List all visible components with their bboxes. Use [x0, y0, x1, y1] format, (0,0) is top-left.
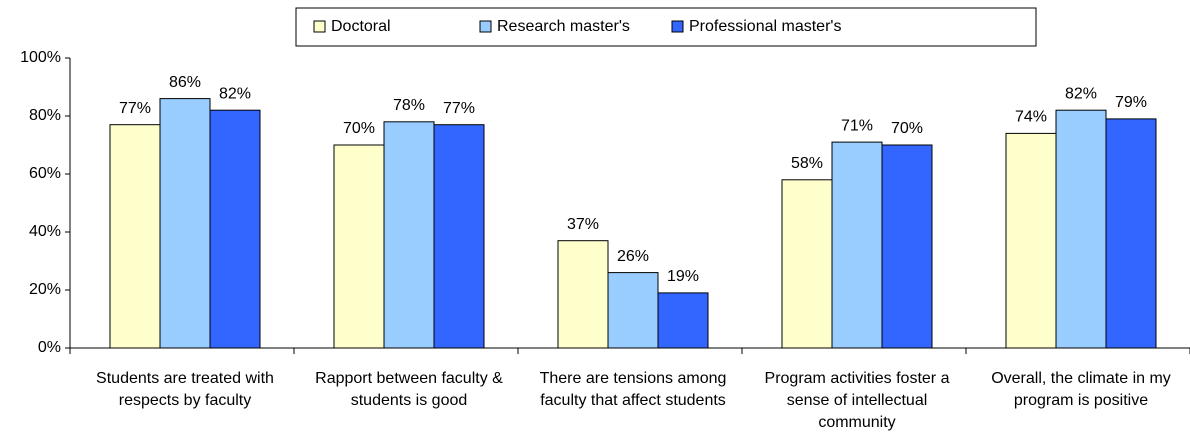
- value-label: 86%: [169, 74, 201, 91]
- y-tick-label: 40%: [29, 223, 61, 240]
- legend-box: [295, 7, 1037, 47]
- value-label: 77%: [443, 100, 475, 117]
- bar: [881, 144, 933, 349]
- value-label: 70%: [891, 120, 923, 137]
- bar: [657, 292, 709, 349]
- value-label: 26%: [617, 248, 649, 265]
- bar: [1105, 118, 1157, 349]
- value-label: 70%: [343, 120, 375, 137]
- x-tick-label: Students are treated with respects by fa…: [96, 370, 274, 409]
- value-label: 71%: [841, 117, 873, 134]
- bar: [433, 124, 485, 349]
- bar: [383, 121, 435, 349]
- x-tick-label: Rapport between faculty & students is go…: [315, 370, 503, 409]
- bar: [209, 109, 261, 349]
- bar: [557, 240, 609, 349]
- x-tick-label: Overall, the climate in my program is po…: [991, 370, 1171, 409]
- bar: [781, 179, 833, 349]
- bar: [159, 98, 211, 349]
- bar: [831, 141, 883, 349]
- value-label: 77%: [119, 100, 151, 117]
- value-label: 37%: [567, 216, 599, 233]
- y-tick-label: 20%: [29, 281, 61, 298]
- legend-swatch: [313, 20, 326, 33]
- y-tick-label: 100%: [20, 49, 61, 66]
- bar: [333, 144, 385, 349]
- legend-swatch: [479, 20, 492, 33]
- value-label: 79%: [1115, 94, 1147, 111]
- value-label: 82%: [219, 85, 251, 102]
- x-tick-label: There are tensions among faculty that af…: [539, 370, 727, 409]
- bar: [1055, 109, 1107, 349]
- value-label: 74%: [1015, 109, 1047, 126]
- bar: [1005, 132, 1057, 349]
- bar: [607, 272, 659, 349]
- legend-label: Research master's: [497, 18, 630, 35]
- value-label: 78%: [393, 97, 425, 114]
- y-tick-label: 60%: [29, 165, 61, 182]
- bar: [109, 124, 161, 349]
- y-tick-label: 0%: [38, 339, 61, 356]
- x-tick-label: Program activities foster a sense of int…: [764, 370, 950, 431]
- value-label: 58%: [791, 155, 823, 172]
- legend-label: Doctoral: [331, 18, 391, 35]
- value-label: 19%: [667, 268, 699, 285]
- legend-swatch: [671, 20, 684, 33]
- value-label: 82%: [1065, 85, 1097, 102]
- y-tick-label: 80%: [29, 107, 61, 124]
- legend-label: Professional master's: [689, 18, 841, 35]
